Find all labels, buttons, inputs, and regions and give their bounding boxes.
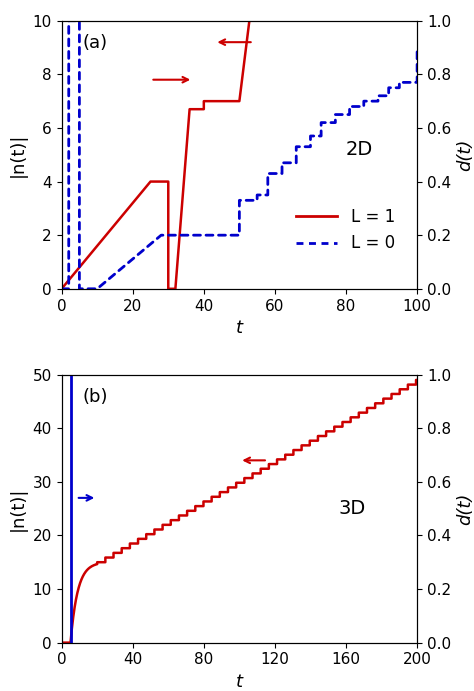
Y-axis label: |n(t)|: |n(t)| <box>9 133 27 177</box>
X-axis label: t: t <box>236 319 243 337</box>
X-axis label: t: t <box>236 673 243 691</box>
Y-axis label: d(t): d(t) <box>456 139 474 171</box>
Text: (b): (b) <box>83 388 109 406</box>
Text: 2D: 2D <box>346 140 373 159</box>
Text: 3D: 3D <box>339 499 366 518</box>
Text: (a): (a) <box>83 34 108 52</box>
Y-axis label: d(t): d(t) <box>456 493 474 524</box>
Legend: L = 1, L = 0: L = 1, L = 0 <box>289 201 401 259</box>
Y-axis label: |n(t)|: |n(t)| <box>9 486 27 531</box>
